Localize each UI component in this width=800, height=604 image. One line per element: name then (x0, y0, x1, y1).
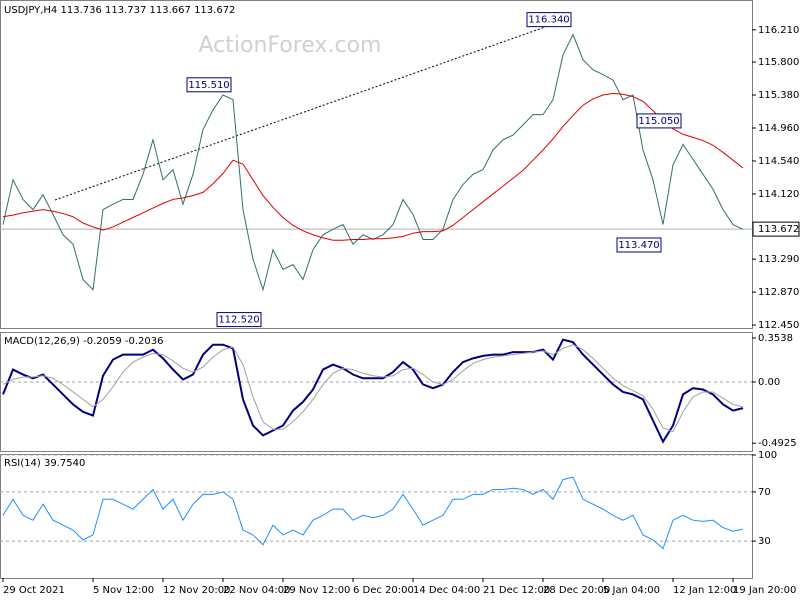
macd-title: MACD(12,26,9) -0.2059 -0.2036 (4, 336, 164, 347)
annotation-label: 113.470 (618, 240, 659, 251)
x-tick-label: 29 Nov 12:00 (283, 585, 350, 596)
x-tick-label: 22 Nov 04:00 (223, 585, 290, 596)
x-tick-label: 12 Nov 20:00 (163, 585, 230, 596)
annotation-box (526, 12, 572, 28)
y-tick-label: 112.450 (758, 320, 799, 331)
annotation-box (186, 77, 232, 93)
x-tick-label: 21 Dec 12:00 (483, 585, 550, 596)
series-line (2, 338, 744, 444)
watermark: ActionForex.com (199, 33, 382, 58)
y-tick-label: 0.3538 (758, 333, 793, 344)
annotation-label: 116.340 (528, 15, 569, 26)
y-tick-label: 70 (758, 487, 771, 498)
y-tick-label: 30 (758, 536, 771, 547)
annotation-label: 115.050 (638, 116, 679, 127)
annotation-box (616, 237, 662, 253)
x-tick-label: 28 Dec 20:00 (543, 585, 610, 596)
series-line (2, 33, 744, 292)
y-tick-label: 112.870 (758, 287, 799, 298)
macd-panel (0, 332, 753, 452)
annotation-label: 115.510 (188, 80, 229, 91)
y-tick-label: 116.210 (758, 25, 799, 36)
x-tick-label: 14 Dec 04:00 (413, 585, 480, 596)
current-price-label: 113.672 (758, 224, 799, 235)
rsi-panel (0, 454, 753, 579)
x-tick-label: 29 Oct 2021 (3, 585, 65, 596)
y-tick-label: 115.380 (758, 90, 799, 101)
y-tick-label: 114.540 (758, 156, 799, 167)
y-tick-label: 114.120 (758, 189, 799, 200)
x-tick-label: 12 Jan 12:00 (673, 585, 736, 596)
rsi-title: RSI(14) 39.7540 (4, 458, 85, 469)
x-tick-label: 5 Jan 04:00 (603, 585, 660, 596)
y-tick-label: 0.00 (758, 377, 780, 388)
y-tick-label: 100 (758, 450, 777, 461)
series-line (2, 92, 744, 241)
annotation-box (216, 312, 262, 328)
current-price-box (752, 221, 800, 237)
price-panel (0, 0, 753, 329)
y-tick-label: 115.800 (758, 57, 799, 68)
y-tick-label: 113.290 (758, 254, 799, 265)
annotation-label: 112.520 (218, 315, 259, 326)
y-tick-label: -0.4925 (758, 438, 797, 449)
x-tick-label: 5 Nov 12:00 (93, 585, 154, 596)
x-tick-label: 19 Jan 20:00 (733, 585, 796, 596)
y-tick-label: 114.960 (758, 123, 799, 134)
series-line (2, 476, 744, 550)
x-tick-label: 6 Dec 20:00 (353, 585, 414, 596)
series-line (2, 344, 744, 433)
annotation-box (636, 113, 682, 129)
chart-title: USDJPY,H4 113.736 113.737 113.667 113.67… (4, 5, 235, 16)
